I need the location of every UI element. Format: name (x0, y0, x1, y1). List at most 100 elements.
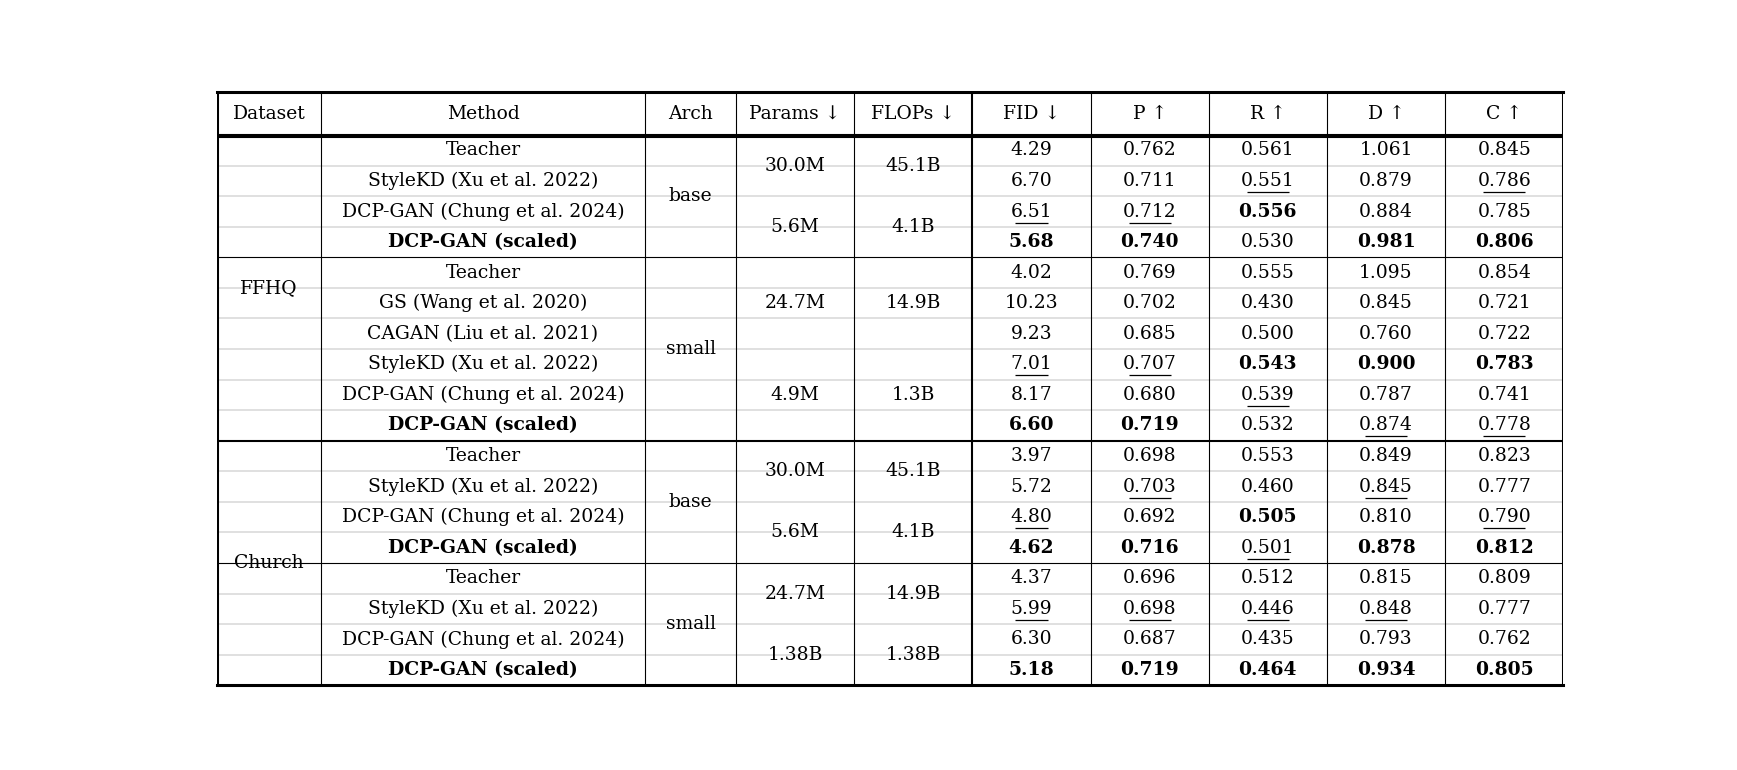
Text: 9.23: 9.23 (1011, 325, 1053, 343)
Text: 0.500: 0.500 (1240, 325, 1294, 343)
Text: 0.786: 0.786 (1478, 172, 1530, 190)
Text: 45.1B: 45.1B (886, 156, 941, 175)
Text: Teacher: Teacher (445, 569, 521, 588)
Text: 0.430: 0.430 (1240, 294, 1294, 312)
Text: 0.464: 0.464 (1238, 661, 1298, 679)
Text: 1.3B: 1.3B (891, 386, 935, 404)
Text: small: small (665, 340, 716, 358)
Text: DCP-GAN (scaled): DCP-GAN (scaled) (387, 661, 578, 679)
Text: 5.6M: 5.6M (771, 218, 820, 236)
Text: 0.793: 0.793 (1360, 631, 1412, 648)
Text: 1.38B: 1.38B (886, 646, 941, 664)
Text: 0.762: 0.762 (1122, 142, 1176, 159)
Text: 14.9B: 14.9B (886, 584, 941, 603)
Text: 1.095: 1.095 (1360, 263, 1412, 282)
Text: Dataset: Dataset (233, 105, 306, 122)
Text: 4.29: 4.29 (1011, 142, 1053, 159)
Text: D ↑: D ↑ (1367, 105, 1405, 122)
Text: StyleKD (Xu et al. 2022): StyleKD (Xu et al. 2022) (368, 600, 598, 618)
Text: 0.878: 0.878 (1357, 539, 1416, 557)
Text: 0.435: 0.435 (1240, 631, 1294, 648)
Text: 0.854: 0.854 (1476, 263, 1530, 282)
Text: GS (Wang et al. 2020): GS (Wang et al. 2020) (379, 294, 587, 313)
Text: 0.823: 0.823 (1478, 447, 1530, 465)
Text: 4.62: 4.62 (1009, 539, 1054, 557)
Text: 0.719: 0.719 (1120, 417, 1179, 434)
Text: 0.512: 0.512 (1240, 569, 1294, 588)
Text: DCP-GAN (Chung et al. 2024): DCP-GAN (Chung et al. 2024) (342, 203, 624, 221)
Text: 0.555: 0.555 (1240, 263, 1294, 282)
Text: 4.1B: 4.1B (891, 524, 935, 541)
Text: C ↑: C ↑ (1487, 105, 1522, 122)
Text: 0.848: 0.848 (1358, 600, 1412, 618)
Text: 10.23: 10.23 (1004, 294, 1058, 312)
Text: StyleKD (Xu et al. 2022): StyleKD (Xu et al. 2022) (368, 477, 598, 496)
Text: 5.6M: 5.6M (771, 524, 820, 541)
Text: 0.722: 0.722 (1476, 325, 1530, 343)
Text: 0.777: 0.777 (1476, 600, 1530, 618)
Text: base: base (669, 187, 712, 206)
Text: 0.812: 0.812 (1475, 539, 1534, 557)
Text: StyleKD (Xu et al. 2022): StyleKD (Xu et al. 2022) (368, 172, 598, 190)
Text: 0.687: 0.687 (1122, 631, 1176, 648)
Text: 0.741: 0.741 (1478, 386, 1530, 404)
Text: 4.80: 4.80 (1011, 508, 1053, 526)
Text: 6.70: 6.70 (1011, 172, 1053, 190)
Text: Church: Church (234, 554, 304, 572)
Text: 0.874: 0.874 (1358, 417, 1412, 434)
Text: Method: Method (446, 105, 519, 122)
Text: 6.30: 6.30 (1011, 631, 1053, 648)
Text: 0.702: 0.702 (1122, 294, 1176, 312)
Text: R ↑: R ↑ (1251, 105, 1285, 122)
Text: 0.680: 0.680 (1122, 386, 1176, 404)
Text: 0.777: 0.777 (1476, 477, 1530, 496)
Text: 0.561: 0.561 (1240, 142, 1294, 159)
Text: 0.712: 0.712 (1122, 203, 1176, 220)
Text: small: small (665, 615, 716, 633)
Text: 5.72: 5.72 (1011, 477, 1053, 496)
Text: 5.68: 5.68 (1009, 233, 1054, 251)
Text: 0.787: 0.787 (1358, 386, 1412, 404)
Text: 0.769: 0.769 (1122, 263, 1176, 282)
Text: 0.815: 0.815 (1358, 569, 1412, 588)
Text: StyleKD (Xu et al. 2022): StyleKD (Xu et al. 2022) (368, 355, 598, 373)
Text: FID ↓: FID ↓ (1002, 105, 1060, 122)
Text: DCP-GAN (scaled): DCP-GAN (scaled) (387, 539, 578, 557)
Text: 0.783: 0.783 (1475, 355, 1534, 373)
Text: Teacher: Teacher (445, 142, 521, 159)
Text: 0.760: 0.760 (1358, 325, 1412, 343)
Text: 0.934: 0.934 (1357, 661, 1416, 679)
Text: 0.845: 0.845 (1476, 142, 1530, 159)
Text: 6.60: 6.60 (1009, 417, 1054, 434)
Text: 0.721: 0.721 (1478, 294, 1530, 312)
Text: 4.37: 4.37 (1011, 569, 1053, 588)
Text: DCP-GAN (scaled): DCP-GAN (scaled) (387, 417, 578, 434)
Text: 0.884: 0.884 (1358, 203, 1412, 220)
Text: DCP-GAN (Chung et al. 2024): DCP-GAN (Chung et al. 2024) (342, 386, 624, 404)
Text: 4.9M: 4.9M (771, 386, 820, 404)
Text: 14.9B: 14.9B (886, 294, 941, 312)
Text: DCP-GAN (Chung et al. 2024): DCP-GAN (Chung et al. 2024) (342, 631, 624, 648)
Text: 0.707: 0.707 (1122, 355, 1176, 373)
Text: 0.849: 0.849 (1358, 447, 1412, 465)
Text: 0.446: 0.446 (1240, 600, 1294, 618)
Text: base: base (669, 493, 712, 511)
Text: 0.740: 0.740 (1120, 233, 1179, 251)
Text: 0.809: 0.809 (1478, 569, 1530, 588)
Text: 0.845: 0.845 (1358, 294, 1412, 312)
Text: FLOPs ↓: FLOPs ↓ (872, 105, 955, 122)
Text: 4.02: 4.02 (1011, 263, 1053, 282)
Text: FFHQ: FFHQ (240, 279, 297, 297)
Text: 0.806: 0.806 (1475, 233, 1534, 251)
Text: 5.18: 5.18 (1009, 661, 1054, 679)
Text: 0.551: 0.551 (1240, 172, 1294, 190)
Text: 0.785: 0.785 (1476, 203, 1530, 220)
Text: 3.97: 3.97 (1011, 447, 1053, 465)
Text: 0.692: 0.692 (1122, 508, 1176, 526)
Text: 6.51: 6.51 (1011, 203, 1053, 220)
Text: 0.556: 0.556 (1238, 203, 1298, 220)
Text: DCP-GAN (scaled): DCP-GAN (scaled) (387, 233, 578, 251)
Text: 0.553: 0.553 (1240, 447, 1294, 465)
Text: 1.061: 1.061 (1360, 142, 1412, 159)
Text: Teacher: Teacher (445, 263, 521, 282)
